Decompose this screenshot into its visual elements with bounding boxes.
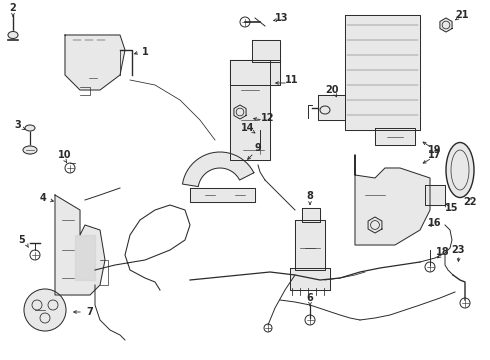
- Text: 19: 19: [428, 145, 442, 155]
- Text: 16: 16: [428, 218, 442, 228]
- Text: 14: 14: [241, 123, 255, 133]
- Text: 11: 11: [285, 75, 299, 85]
- Polygon shape: [425, 185, 445, 205]
- Polygon shape: [230, 60, 280, 85]
- Polygon shape: [440, 18, 452, 32]
- Text: 8: 8: [307, 191, 314, 201]
- Text: 4: 4: [40, 193, 47, 203]
- Text: 13: 13: [275, 13, 289, 23]
- Polygon shape: [65, 35, 125, 90]
- Ellipse shape: [8, 32, 18, 39]
- Polygon shape: [375, 128, 415, 145]
- Text: 2: 2: [10, 3, 16, 13]
- Text: 9: 9: [255, 143, 261, 153]
- Polygon shape: [75, 235, 95, 280]
- Text: 18: 18: [436, 247, 450, 257]
- Ellipse shape: [446, 143, 474, 198]
- Text: 6: 6: [307, 293, 314, 303]
- Ellipse shape: [23, 146, 37, 154]
- Text: 23: 23: [451, 245, 465, 255]
- Polygon shape: [234, 105, 246, 119]
- Text: 22: 22: [463, 197, 477, 207]
- Polygon shape: [290, 268, 330, 290]
- Text: 1: 1: [142, 47, 148, 57]
- Polygon shape: [55, 195, 105, 295]
- Text: 3: 3: [15, 120, 22, 130]
- Polygon shape: [318, 95, 345, 120]
- Ellipse shape: [24, 289, 66, 331]
- Polygon shape: [252, 40, 280, 62]
- Text: 5: 5: [19, 235, 25, 245]
- Polygon shape: [182, 152, 254, 186]
- Text: 7: 7: [87, 307, 94, 317]
- Polygon shape: [295, 220, 325, 270]
- Text: 15: 15: [445, 203, 459, 213]
- Polygon shape: [302, 208, 320, 222]
- Text: 20: 20: [325, 85, 339, 95]
- Polygon shape: [230, 60, 270, 160]
- Polygon shape: [345, 15, 420, 130]
- Polygon shape: [368, 217, 382, 233]
- Polygon shape: [190, 188, 255, 202]
- Text: 21: 21: [455, 10, 469, 20]
- Ellipse shape: [25, 125, 35, 131]
- Text: 12: 12: [261, 113, 275, 123]
- Polygon shape: [355, 155, 430, 245]
- Text: 10: 10: [58, 150, 72, 160]
- Text: 17: 17: [428, 150, 442, 160]
- Ellipse shape: [320, 106, 330, 114]
